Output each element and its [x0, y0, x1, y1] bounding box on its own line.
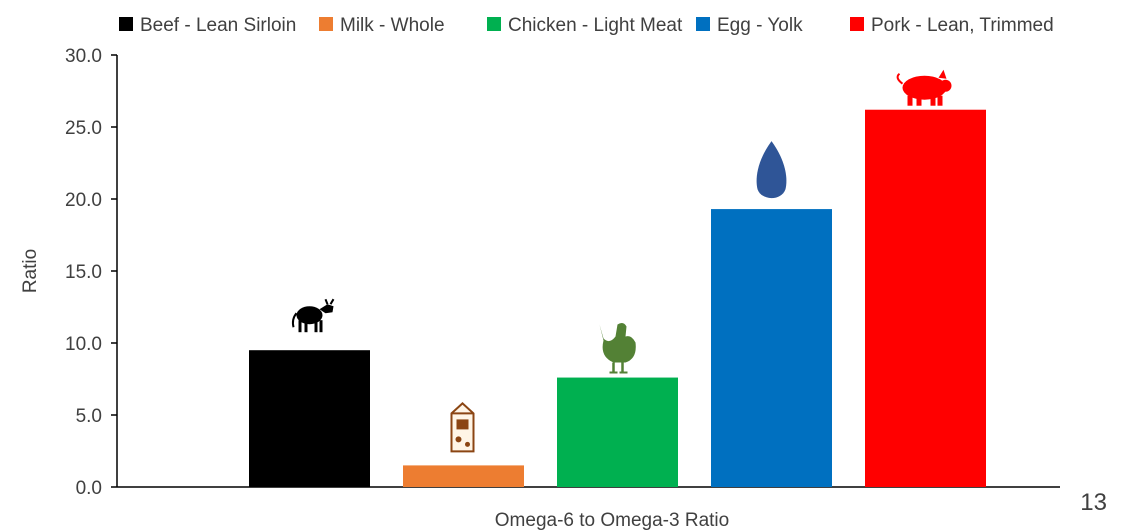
page-number: 13 [1080, 489, 1107, 516]
bar [403, 465, 524, 487]
y-tick-label: 0.0 [76, 478, 102, 499]
bar [557, 377, 678, 487]
legend-swatch [319, 17, 333, 31]
bar [249, 350, 370, 487]
y-tick-label: 15.0 [65, 262, 102, 283]
egg-icon [756, 141, 787, 199]
y-tick-label: 30.0 [65, 46, 102, 67]
x-axis-label: Omega-6 to Omega-3 Ratio [495, 510, 729, 531]
y-tick-label: 5.0 [76, 406, 102, 427]
bar [711, 209, 832, 487]
legend-swatch [487, 17, 501, 31]
y-tick-label: 10.0 [65, 334, 102, 355]
y-tick-label: 20.0 [65, 190, 102, 211]
legend-swatch [119, 17, 133, 31]
cow-icon [291, 298, 335, 333]
legend-swatch [850, 17, 864, 31]
legend-label: Milk - Whole [340, 15, 445, 36]
legend-label: Egg - Yolk [717, 15, 803, 36]
y-tick-label: 25.0 [65, 118, 102, 139]
y-axis-label: Ratio [20, 249, 41, 293]
legend-label: Beef - Lean Sirloin [140, 15, 296, 36]
chicken-icon [599, 322, 636, 374]
legend-label: Pork - Lean, Trimmed [871, 15, 1054, 36]
legend-swatch [696, 17, 710, 31]
legend-label: Chicken - Light Meat [508, 15, 683, 36]
bar [865, 109, 986, 487]
milk-carton-icon [450, 402, 475, 453]
pig-icon [896, 69, 952, 106]
